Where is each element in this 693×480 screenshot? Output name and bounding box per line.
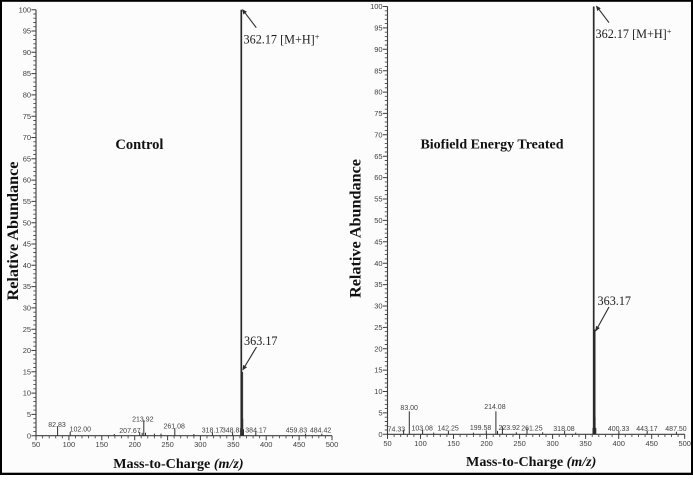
svg-text:Biofield Energy Treated: Biofield Energy Treated — [420, 137, 563, 152]
svg-text:261.25: 261.25 — [521, 426, 543, 433]
svg-text:Relative Abundance: Relative Abundance — [4, 162, 22, 301]
svg-text:250: 250 — [161, 440, 174, 449]
svg-text:318.08: 318.08 — [553, 426, 575, 433]
svg-text:100: 100 — [63, 440, 76, 449]
svg-text:25: 25 — [23, 325, 31, 334]
svg-text:45: 45 — [23, 240, 31, 249]
svg-text:362.17 [M+H]+: 362.17 [M+H]+ — [244, 31, 320, 46]
svg-text:459.83: 459.83 — [286, 427, 308, 434]
svg-text:363.17: 363.17 — [598, 294, 632, 308]
svg-text:50: 50 — [383, 439, 391, 448]
svg-text:300: 300 — [194, 440, 207, 449]
svg-text:10: 10 — [374, 387, 382, 396]
svg-text:450: 450 — [293, 440, 306, 449]
svg-text:484.42: 484.42 — [310, 427, 332, 434]
svg-text:318.17: 318.17 — [202, 427, 224, 434]
svg-text:55: 55 — [374, 195, 382, 204]
svg-text:70: 70 — [374, 130, 382, 139]
svg-text:400.33: 400.33 — [608, 426, 630, 433]
svg-text:40: 40 — [23, 261, 31, 270]
svg-text:20: 20 — [23, 346, 31, 355]
svg-text:150: 150 — [447, 439, 460, 448]
svg-text:213.92: 213.92 — [132, 416, 154, 423]
svg-text:20: 20 — [374, 344, 382, 353]
svg-text:150: 150 — [96, 440, 109, 449]
svg-text:65: 65 — [23, 154, 31, 163]
svg-text:75: 75 — [374, 109, 382, 118]
svg-text:400: 400 — [260, 440, 273, 449]
svg-text:300: 300 — [546, 439, 559, 448]
svg-text:5: 5 — [378, 409, 382, 418]
svg-text:103.08: 103.08 — [411, 426, 433, 433]
svg-text:95: 95 — [374, 24, 382, 33]
svg-text:85: 85 — [374, 66, 382, 75]
svg-text:60: 60 — [23, 176, 31, 185]
svg-text:74.33: 74.33 — [388, 426, 406, 433]
svg-text:200: 200 — [128, 440, 141, 449]
svg-text:50: 50 — [32, 440, 40, 449]
svg-text:50: 50 — [374, 216, 382, 225]
svg-text:15: 15 — [374, 366, 382, 375]
svg-text:25: 25 — [374, 323, 382, 332]
svg-text:Control: Control — [115, 137, 163, 153]
svg-text:214.08: 214.08 — [484, 404, 506, 411]
svg-text:90: 90 — [23, 48, 31, 57]
svg-text:80: 80 — [23, 91, 31, 100]
svg-text:Mass-to-Charge (m/z): Mass-to-Charge (m/z) — [113, 456, 243, 472]
svg-text:350: 350 — [227, 440, 240, 449]
svg-text:400: 400 — [612, 439, 625, 448]
svg-text:207.67: 207.67 — [119, 428, 141, 435]
svg-text:100: 100 — [19, 5, 32, 14]
svg-text:199.58: 199.58 — [470, 425, 492, 432]
svg-text:35: 35 — [23, 282, 31, 291]
svg-text:75: 75 — [23, 112, 31, 121]
svg-text:50: 50 — [23, 218, 31, 227]
svg-text:Relative Abundance: Relative Abundance — [346, 159, 364, 298]
svg-text:200: 200 — [480, 439, 493, 448]
svg-text:65: 65 — [374, 152, 382, 161]
svg-text:60: 60 — [374, 173, 382, 182]
svg-text:10: 10 — [23, 389, 31, 398]
svg-text:363.17: 363.17 — [244, 334, 278, 348]
svg-text:0: 0 — [27, 431, 31, 440]
svg-text:55: 55 — [23, 197, 31, 206]
svg-text:70: 70 — [23, 133, 31, 142]
svg-text:0: 0 — [378, 430, 382, 439]
svg-text:80: 80 — [374, 88, 382, 97]
svg-text:45: 45 — [374, 237, 382, 246]
svg-text:100: 100 — [414, 439, 427, 448]
svg-text:223.92: 223.92 — [498, 425, 520, 432]
svg-text:30: 30 — [374, 302, 382, 311]
svg-text:85: 85 — [23, 69, 31, 78]
svg-text:102.00: 102.00 — [70, 427, 92, 434]
svg-text:443.17: 443.17 — [636, 426, 658, 433]
svg-text:362.17 [M+H]+: 362.17 [M+H]+ — [596, 26, 672, 41]
svg-text:83.00: 83.00 — [400, 405, 418, 412]
svg-text:500: 500 — [678, 439, 691, 448]
svg-text:30: 30 — [23, 304, 31, 313]
svg-text:142.25: 142.25 — [437, 426, 459, 433]
svg-text:348.83: 348.83 — [222, 427, 244, 434]
svg-text:261.08: 261.08 — [163, 424, 185, 431]
svg-text:250: 250 — [513, 439, 526, 448]
svg-text:5: 5 — [27, 410, 31, 419]
svg-text:487.50: 487.50 — [665, 426, 687, 433]
svg-text:15: 15 — [23, 367, 31, 376]
svg-text:95: 95 — [23, 27, 31, 36]
svg-text:40: 40 — [374, 259, 382, 268]
svg-text:35: 35 — [374, 280, 382, 289]
svg-text:350: 350 — [579, 439, 592, 448]
svg-text:500: 500 — [326, 440, 339, 449]
svg-text:82.83: 82.83 — [48, 422, 66, 429]
svg-text:90: 90 — [374, 45, 382, 54]
svg-text:100: 100 — [370, 2, 383, 11]
svg-text:Mass-to-Charge (m/z): Mass-to-Charge (m/z) — [466, 454, 596, 470]
svg-text:384.17: 384.17 — [245, 427, 267, 434]
svg-text:450: 450 — [645, 439, 658, 448]
